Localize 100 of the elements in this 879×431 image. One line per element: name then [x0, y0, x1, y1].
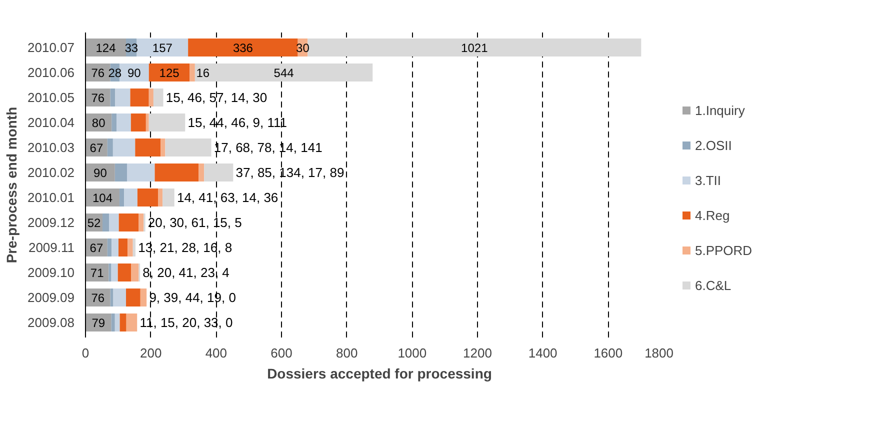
bar	[130, 114, 146, 132]
bar	[137, 188, 158, 206]
bar	[111, 264, 118, 282]
bar	[158, 188, 163, 206]
bar	[198, 164, 204, 182]
bar	[160, 138, 166, 156]
y-tick-label: 2009.09	[28, 290, 75, 305]
bar	[114, 314, 120, 332]
y-tick-label: 2010.01	[28, 190, 75, 205]
data-label: 16	[196, 66, 210, 80]
x-tick-label: 1200	[463, 346, 492, 360]
y-tick-label: 2009.10	[28, 265, 75, 280]
y-axis-title: Pre-process end month	[4, 106, 20, 264]
annotation: 8, 20, 41, 23, 4	[142, 265, 230, 280]
y-tick-label: 2010.06	[28, 65, 75, 80]
data-label: 30	[296, 41, 310, 55]
bar	[115, 88, 130, 106]
bar	[162, 188, 174, 206]
legend-label: 6.C&L	[695, 278, 732, 292]
bar	[110, 88, 116, 106]
bar	[116, 114, 131, 132]
data-label: 1021	[461, 41, 488, 55]
bar	[194, 64, 373, 82]
y-tick-label: 2010.02	[28, 165, 75, 180]
bar	[135, 138, 161, 156]
bar	[148, 88, 154, 106]
data-label: 67	[90, 141, 104, 155]
y-tick-label: 2009.12	[28, 215, 75, 230]
bar	[188, 38, 298, 56]
data-label: 79	[92, 316, 106, 330]
data-label: 76	[91, 291, 105, 305]
data-label: 76	[91, 91, 105, 105]
x-tick-label: 1800	[644, 346, 674, 360]
legend-label: 4.Reg	[695, 208, 730, 222]
x-tick-label: 600	[270, 346, 292, 360]
y-tick-label: 2010.04	[28, 115, 75, 130]
bar	[124, 188, 138, 206]
bar	[114, 164, 127, 182]
x-tick-label: 0	[82, 346, 90, 360]
annotation: 14, 41, 63, 14, 36	[176, 190, 278, 205]
legend-label: 5.PPORD	[695, 242, 752, 258]
x-tick-label: 200	[140, 346, 162, 360]
bar	[130, 88, 149, 106]
bar	[126, 288, 140, 306]
x-axis-title: Dossiers accepted for processing	[267, 366, 492, 382]
bar	[118, 264, 132, 282]
x-tick-label: 1400	[528, 346, 558, 360]
x-tick-label: 800	[336, 346, 358, 360]
data-label: 104	[92, 191, 113, 205]
y-tick-label: 2010.07	[28, 40, 75, 55]
legend-label: 3.TII	[695, 172, 722, 188]
x-tick-label: 1600	[594, 346, 623, 360]
data-label: 52	[87, 216, 101, 230]
bar	[153, 88, 164, 106]
data-label: 336	[232, 41, 254, 55]
y-tick-label: 2009.08	[28, 315, 75, 330]
data-label: 157	[152, 41, 173, 55]
bar	[102, 214, 110, 232]
data-label: 33	[124, 41, 138, 55]
y-tick-label: 2010.03	[28, 140, 75, 155]
data-label: 71	[90, 266, 104, 280]
bar	[126, 314, 138, 332]
x-tick-label: 1000	[398, 346, 427, 360]
bar	[154, 164, 199, 182]
bar	[148, 114, 186, 132]
bar	[112, 114, 117, 132]
y-tick-label: 2010.05	[28, 90, 75, 105]
data-label: 76	[91, 66, 105, 80]
bar	[108, 264, 112, 282]
annotation: 15, 46, 57, 14, 30	[166, 90, 268, 105]
bar	[128, 238, 133, 256]
x-tick-label: 400	[205, 346, 228, 360]
bar	[109, 214, 119, 232]
bar	[118, 214, 139, 232]
data-label: 28	[108, 66, 122, 80]
bar	[138, 214, 144, 232]
bar	[190, 64, 195, 82]
bar	[111, 314, 115, 332]
data-label: 125	[159, 66, 180, 80]
data-label: 67	[90, 241, 104, 255]
bar	[165, 138, 212, 156]
bar	[131, 264, 139, 282]
bar	[119, 188, 124, 206]
data-label: 80	[92, 116, 106, 130]
data-label: 544	[274, 66, 294, 80]
legend-label: 2.OSII	[695, 138, 732, 152]
bar	[126, 164, 155, 182]
bar	[132, 238, 136, 256]
bar	[146, 114, 149, 132]
data-label: 124	[96, 41, 116, 55]
bar	[107, 138, 113, 156]
bar	[120, 314, 126, 332]
bar	[107, 238, 112, 256]
bar	[112, 138, 136, 156]
y-tick-label: 2009.11	[28, 240, 75, 255]
data-label: 90	[94, 166, 108, 180]
bar	[113, 288, 126, 306]
annotation: 37, 85, 134, 17, 89	[236, 165, 344, 180]
data-label: 90	[128, 66, 142, 80]
legend-label: 1.Inquiry	[695, 102, 745, 118]
